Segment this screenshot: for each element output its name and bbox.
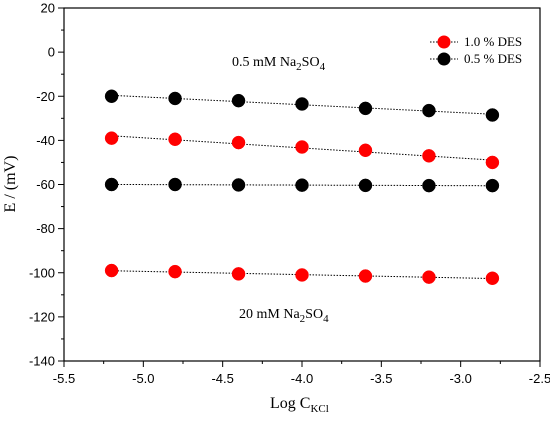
x-tick-label-1: -5.0 [132,371,154,386]
series-1-point-6 [485,155,500,170]
series-0-point-4 [358,101,373,116]
y-tick-label-2: -20 [36,89,55,104]
legend-label-2: 0.5 % DES [464,51,522,66]
y-tick-label-5: -80 [36,221,55,236]
x-tick-label-0: -5.5 [53,371,75,386]
series-2-point-3 [295,178,309,192]
annotation-low-text: 0.5 mM Na [232,55,297,70]
legend-item-1: 1.0 % DES [430,34,522,49]
tick-layer: 20 0 -20 -40 -60 -80 -100 -120 -140 -5.5 -5.0 -4.5 -… [29,1,550,387]
series-1-point-1 [168,132,182,147]
x-axis-title-sub: KCl [310,403,328,415]
annotation-low-concentration: 0.5 mM Na2SO4 [232,55,326,73]
series-1-point-4 [358,143,373,158]
x-tick-label-4: -3.5 [370,371,392,386]
annotation-high-after: SO [305,307,323,322]
annotation-high-sub2: 4 [323,313,329,325]
series-2-point-6 [485,178,500,193]
series-0-point-2 [231,93,246,108]
x-tick-label-6: -2.5 [529,371,550,386]
legend-marker-1 [437,35,451,49]
x-axis-title: Log CKCl [270,395,329,415]
legend: 1.0 % DES 0.5 % DES [430,34,522,66]
y-tick-label-4: -60 [36,177,55,192]
x-tick-label-3: -4.0 [291,371,313,386]
series-3-point-6 [485,271,500,286]
series-0-point-1 [168,91,182,106]
series-2-point-4 [358,178,373,193]
legend-item-2: 0.5 % DES [430,51,522,66]
legend-label-1: 1.0 % DES [464,34,522,49]
x-tick-label-5: -3.0 [449,371,471,386]
series-2-point-2 [231,178,246,192]
series-1-point-5 [422,149,436,163]
annotation-low-after: SO [302,55,320,70]
series-2-point-5 [422,178,436,193]
y-tick-label-8: -140 [29,354,55,369]
annotation-low-sub2: 4 [320,61,326,73]
x-tick-label-2: -4.5 [211,371,233,386]
annotation-high-sub: 2 [300,313,306,325]
series-3-point-0 [104,263,119,278]
series-3-point-4 [358,269,373,283]
annotation-high-text: 20 mM Na [239,307,300,322]
series-0-point-0 [104,89,119,103]
series-0-point-5 [422,103,436,118]
y-tick-label-6: -100 [29,265,55,280]
x-axis-title-main: Log C [270,395,310,412]
annotation-low-sub: 2 [296,61,302,73]
series-0-point-3 [295,97,309,111]
series-2-point-0 [104,177,119,192]
series-3-point-3 [295,268,309,282]
legend-marker-2 [437,52,451,66]
series-1-point-0 [104,131,119,145]
y-tick-label-0: 20 [41,1,55,16]
annotation-high-concentration: 20 mM Na2SO4 [239,307,329,325]
series-1-point-3 [295,140,309,154]
y-axis-title: E / (mV) [2,156,19,213]
y-tick-label-3: -40 [36,133,55,148]
y-tick-label-1: 0 [48,45,55,60]
series-3-point-5 [422,270,436,284]
series-layer [104,89,500,286]
series-3-point-1 [168,264,182,279]
series-3-point-2 [231,267,246,281]
series-1-point-2 [231,135,246,150]
series-2-point-1 [168,177,182,192]
y-tick-label-7: -120 [29,309,55,324]
series-0-point-6 [485,108,500,122]
